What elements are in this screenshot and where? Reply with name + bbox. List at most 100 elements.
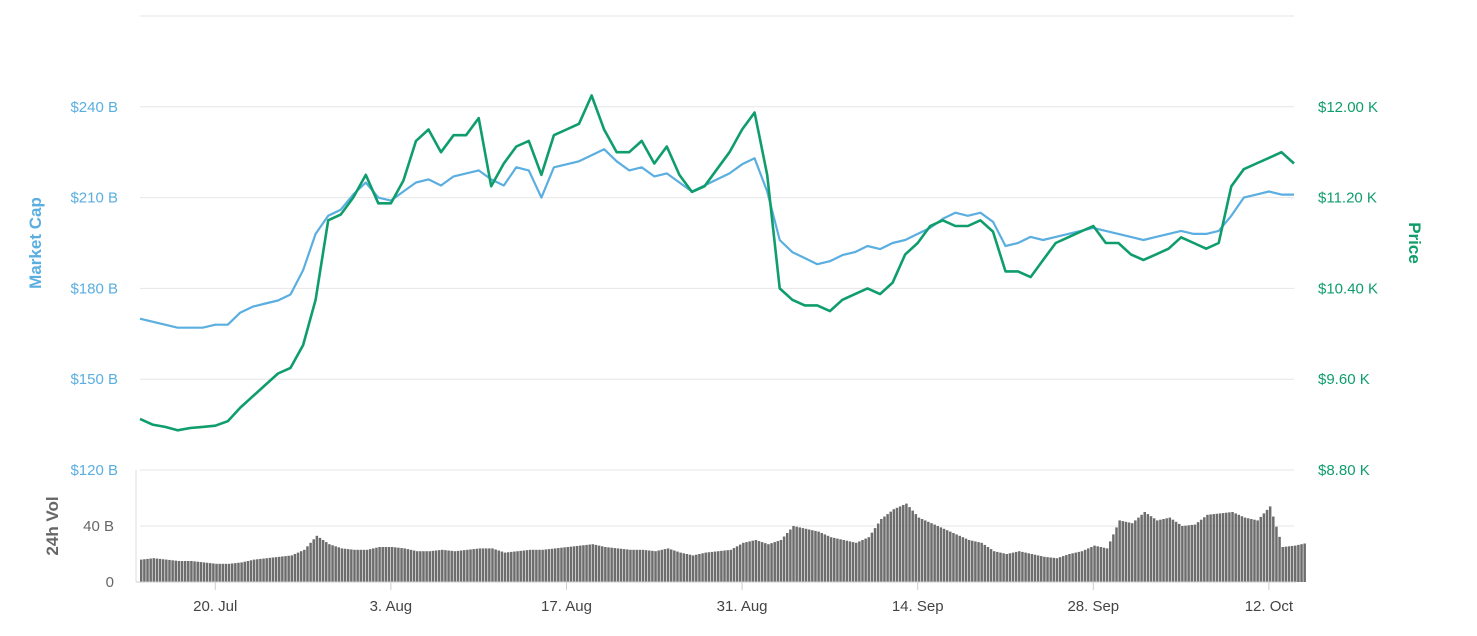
volume-bar [635, 549, 638, 582]
volume-bar [1024, 552, 1027, 582]
volume-bar [1225, 512, 1228, 582]
volume-axis-title: 24h Vol [43, 496, 62, 555]
volume-bar [510, 551, 513, 582]
volume-bar [459, 550, 463, 582]
volume-bar [1058, 557, 1062, 582]
volume-bar [1156, 520, 1159, 582]
volume-bar [1090, 547, 1093, 582]
volume-bar [660, 549, 664, 582]
volume-bar [187, 561, 190, 582]
volume-bar [914, 514, 918, 582]
volume-bar [337, 547, 341, 582]
volume-bar [171, 560, 174, 582]
volume-bar [1184, 525, 1187, 582]
volume-bar [1143, 512, 1146, 582]
volume-bar [823, 534, 827, 582]
volume-bar [644, 550, 648, 582]
volume-bar [996, 551, 999, 582]
volume-bar [350, 549, 353, 582]
volume-bar [717, 551, 720, 582]
volume-bar [406, 549, 410, 582]
volume-bar [1102, 547, 1106, 582]
x-axis-tick-label: 12. Oct [1245, 598, 1294, 615]
volume-bar [331, 545, 334, 582]
market-cap-line [139, 148, 1294, 329]
volume-bar [506, 552, 510, 582]
volume-bar [870, 532, 874, 582]
volume-bar [983, 544, 987, 582]
volume-bar [475, 548, 479, 582]
volume-bar [1036, 555, 1040, 582]
volume-bar [387, 547, 391, 582]
volume-bar [691, 555, 695, 582]
volume-bar [632, 549, 635, 582]
volume-bar [1046, 557, 1049, 582]
volume-bar [974, 541, 977, 582]
volume-bar [1077, 551, 1081, 582]
volume-bar [1124, 521, 1128, 582]
volume-bar [839, 539, 842, 582]
volume-bar [980, 542, 983, 582]
volume-bar [927, 521, 930, 582]
volume-bar [268, 557, 272, 582]
volume-bar [143, 559, 146, 582]
volume-bar [434, 550, 438, 582]
volume-bar [889, 511, 892, 582]
left-axis-tick-label: $210 B [70, 190, 118, 207]
volume-bar [920, 519, 924, 582]
volume-bar [1250, 519, 1253, 582]
volume-bar [284, 556, 287, 582]
volume-bar [252, 559, 256, 582]
x-axis-tick-label: 28. Sep [1067, 598, 1119, 615]
volume-bar [353, 549, 356, 582]
volume-bar [604, 547, 607, 582]
volume-bar [390, 547, 394, 582]
volume-bar [1221, 513, 1225, 582]
volume-bar [613, 548, 617, 582]
volume-bar [917, 517, 921, 582]
volume-bar [958, 535, 961, 582]
volume-bar [591, 544, 595, 582]
volume-bar [478, 548, 482, 582]
volume-bar [513, 551, 516, 582]
volume-bar [911, 510, 914, 582]
volume-bar [516, 551, 519, 582]
volume-bar [648, 550, 651, 582]
volume-bar [1152, 518, 1156, 582]
volume-bar [1162, 519, 1165, 582]
volume-bar [801, 528, 805, 582]
volume-bar [550, 548, 554, 582]
volume-bar [811, 530, 814, 582]
volume-bar [296, 552, 300, 582]
volume-bar [165, 559, 168, 582]
volume-bar [318, 537, 322, 582]
volume-bar [208, 563, 212, 582]
volume-bar [1246, 518, 1250, 582]
volume-bar [908, 507, 911, 582]
volume-bar [290, 555, 294, 582]
volume-bar [999, 552, 1002, 582]
volume-bar [1080, 551, 1084, 582]
volume-bar [535, 549, 538, 582]
volume-bar [1272, 516, 1275, 582]
volume-bar [651, 550, 654, 582]
volume-bar [1065, 555, 1068, 582]
x-axis: 20. Jul 3. Aug 17. Aug 31. Aug 14. Sep 28. Se… [136, 581, 1296, 615]
volume-bar [880, 519, 883, 582]
volume-bar [544, 549, 548, 582]
volume-bar [695, 554, 698, 582]
volume-bar [462, 550, 466, 582]
volume-bar [829, 537, 833, 582]
volume-bar [669, 549, 673, 582]
volume-bar [538, 549, 541, 582]
right-axis-ticks: $9.60 K $10.40 K $11.20 K $12.00 K [1318, 99, 1378, 388]
left-axis-ticks: $150 B $180 B $210 B $240 B [70, 99, 118, 388]
volume-bar [403, 548, 406, 582]
volume-bar [1278, 536, 1281, 582]
volume-bar [161, 559, 165, 582]
volume-bar [180, 561, 184, 582]
volume-bar [234, 563, 237, 582]
volume-bar [205, 562, 209, 582]
volume-bar [441, 549, 444, 582]
volume-bar [1083, 549, 1087, 582]
